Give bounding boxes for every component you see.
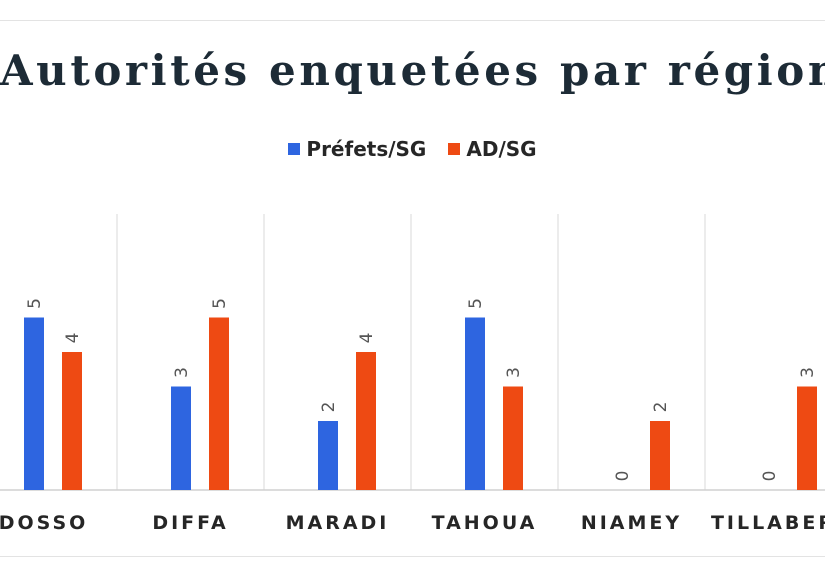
data-label-ad-diffa: 5 xyxy=(210,298,230,309)
data-label-prefets-tillaberi: 0 xyxy=(760,471,780,482)
bar-ad-dosso xyxy=(62,352,82,490)
chart-legend: Préfets/SG AD/SG xyxy=(0,137,825,161)
data-label-prefets-niamey: 0 xyxy=(613,471,633,482)
legend-item-ad: AD/SG xyxy=(448,137,537,161)
legend-swatch-ad xyxy=(448,143,461,155)
bar-ad-niamey xyxy=(650,421,670,490)
data-label-ad-tahoua: 3 xyxy=(504,367,524,378)
legend-item-prefets: Préfets/SG xyxy=(288,137,426,161)
data-label-ad-niamey: 2 xyxy=(651,402,671,413)
data-label-ad-tillaberi: 3 xyxy=(798,367,818,378)
legend-swatch-prefets xyxy=(288,143,301,155)
legend-label-prefets: Préfets/SG xyxy=(306,137,427,161)
chart-title: Autorités enquetées par région xyxy=(0,46,825,95)
bar-ad-maradi xyxy=(356,352,376,490)
x-tick-label-niamey: NIAMEY xyxy=(581,512,682,534)
bar-ad-diffa xyxy=(209,317,229,490)
bar-prefets-diffa xyxy=(171,386,191,490)
data-label-prefets-diffa: 3 xyxy=(172,367,192,378)
legend-label-ad: AD/SG xyxy=(466,137,537,161)
data-label-ad-dosso: 4 xyxy=(63,333,83,344)
bar-prefets-maradi xyxy=(318,421,338,490)
x-tick-label-maradi: MARADI xyxy=(286,512,390,534)
bar-ad-tahoua xyxy=(503,386,523,490)
bar-prefets-tahoua xyxy=(465,317,485,490)
x-tick-label-diffa: DIFFA xyxy=(152,512,228,534)
bar-ad-tillaberi xyxy=(797,386,817,490)
x-tick-label-dosso: DOSSO xyxy=(0,512,88,534)
data-label-prefets-dosso: 5 xyxy=(25,298,45,309)
data-label-prefets-maradi: 2 xyxy=(319,402,339,413)
chart-frame-top-border xyxy=(0,20,825,21)
data-label-ad-maradi: 4 xyxy=(357,333,377,344)
data-label-prefets-tahoua: 5 xyxy=(466,298,486,309)
x-tick-label-tahoua: TAHOUA xyxy=(432,512,538,534)
bar-prefets-dosso xyxy=(24,317,44,490)
x-tick-label-tillaberi: TILLABERI xyxy=(711,512,825,534)
chart-frame-bottom-border xyxy=(0,556,825,557)
